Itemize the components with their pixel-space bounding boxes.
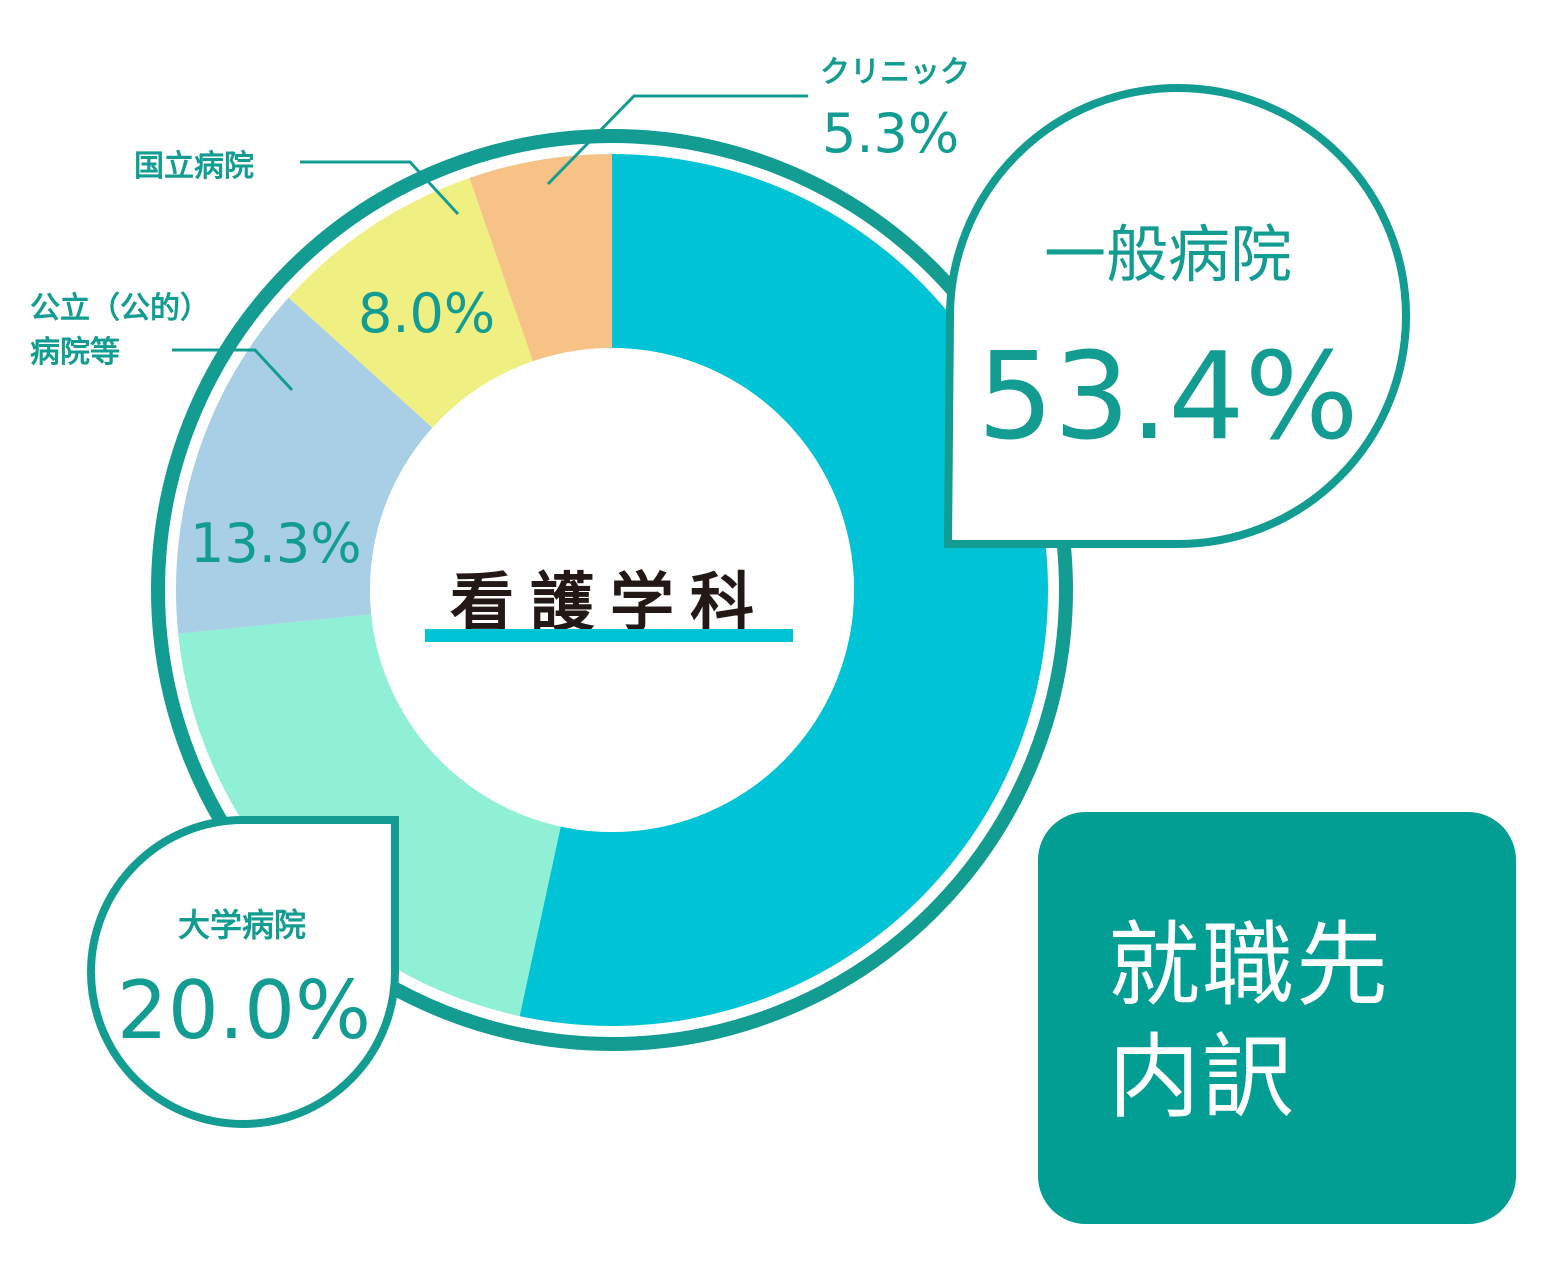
label-public-name-line2: 病院等 xyxy=(30,335,120,370)
badge-line2: 内訳 xyxy=(1108,1024,1297,1131)
callout-university xyxy=(87,816,399,1128)
slices-group xyxy=(175,154,1048,1026)
center-hole xyxy=(370,348,854,832)
slice-national xyxy=(288,177,533,428)
outer-ring xyxy=(151,129,1073,1051)
breakdown-badge xyxy=(1038,812,1516,1224)
label-university-name: 大学病院 xyxy=(178,906,306,944)
label-national-name: 国立病院 xyxy=(134,149,254,184)
leader-line-clinic xyxy=(546,94,808,186)
leader-line-public xyxy=(172,348,294,392)
label-general-value: 53.4% xyxy=(977,328,1358,467)
label-national-value: 8.0% xyxy=(358,282,495,345)
label-clinic-name: クリニック xyxy=(820,55,970,90)
label-university-value: 20.0% xyxy=(117,964,371,1057)
slice-general xyxy=(519,154,1048,1026)
badge-line1: 就職先 xyxy=(1108,912,1391,1019)
center-title: 看護学科 xyxy=(450,567,770,641)
callout-general xyxy=(943,84,1410,548)
slice-university xyxy=(178,614,561,1017)
slice-clinic xyxy=(469,154,612,362)
leader-line-national xyxy=(300,160,460,216)
label-public-value: 13.3% xyxy=(190,512,362,575)
slice-public xyxy=(175,297,433,634)
breakdown-badge-text: 就職先 内訳 xyxy=(1108,910,1390,1134)
center-title-underline xyxy=(425,629,793,642)
label-general-name: 一般病院 xyxy=(1044,218,1292,291)
label-clinic-value: 5.3% xyxy=(822,102,959,165)
label-public-name-line1: 公立（公的） xyxy=(30,291,210,326)
